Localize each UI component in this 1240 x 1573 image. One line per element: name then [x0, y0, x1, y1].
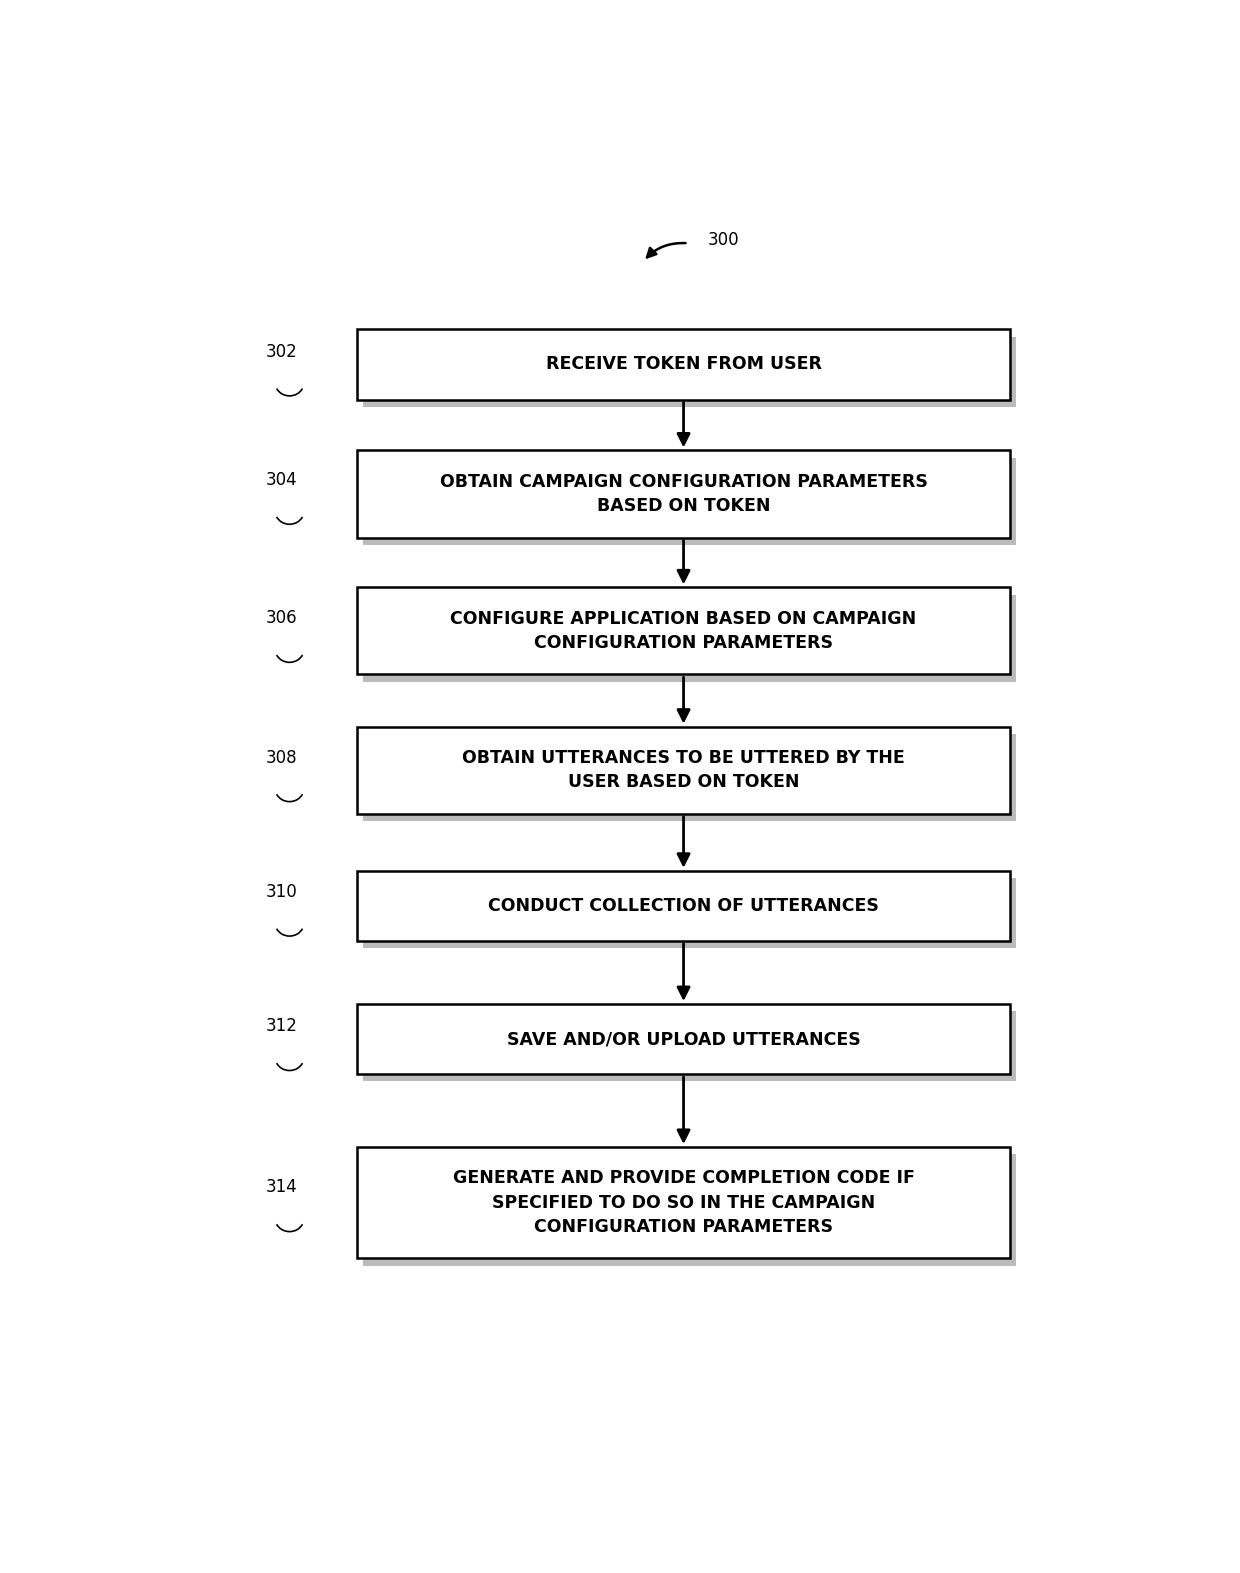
Bar — [357, 1004, 1011, 1074]
Text: CONDUCT COLLECTION OF UTTERANCES: CONDUCT COLLECTION OF UTTERANCES — [489, 897, 879, 915]
Text: 314: 314 — [265, 1178, 298, 1197]
Bar — [357, 871, 1011, 941]
Text: 306: 306 — [265, 609, 298, 628]
Bar — [362, 337, 1016, 407]
Text: RECEIVE TOKEN FROM USER: RECEIVE TOKEN FROM USER — [546, 355, 822, 373]
Text: SAVE AND/OR UPLOAD UTTERANCES: SAVE AND/OR UPLOAD UTTERANCES — [507, 1030, 861, 1048]
Text: GENERATE AND PROVIDE COMPLETION CODE IF
SPECIFIED TO DO SO IN THE CAMPAIGN
CONFI: GENERATE AND PROVIDE COMPLETION CODE IF … — [453, 1169, 914, 1236]
Bar — [357, 329, 1011, 400]
Bar — [362, 733, 1016, 821]
Bar — [362, 1155, 1016, 1266]
Bar — [362, 458, 1016, 544]
Bar — [357, 587, 1011, 675]
Bar — [357, 1147, 1011, 1258]
Text: 300: 300 — [708, 231, 739, 249]
Bar — [362, 595, 1016, 681]
Text: 308: 308 — [265, 749, 298, 766]
Bar — [362, 1011, 1016, 1081]
Bar — [357, 450, 1011, 538]
Text: 310: 310 — [265, 882, 298, 901]
Text: 302: 302 — [265, 343, 298, 360]
Text: CONFIGURE APPLICATION BASED ON CAMPAIGN
CONFIGURATION PARAMETERS: CONFIGURE APPLICATION BASED ON CAMPAIGN … — [450, 610, 916, 651]
Text: 304: 304 — [265, 472, 298, 489]
Text: OBTAIN CAMPAIGN CONFIGURATION PARAMETERS
BASED ON TOKEN: OBTAIN CAMPAIGN CONFIGURATION PARAMETERS… — [440, 473, 928, 514]
Text: 312: 312 — [265, 1018, 298, 1035]
Bar — [357, 727, 1011, 813]
Text: OBTAIN UTTERANCES TO BE UTTERED BY THE
USER BASED ON TOKEN: OBTAIN UTTERANCES TO BE UTTERED BY THE U… — [463, 749, 905, 791]
Bar — [362, 878, 1016, 949]
